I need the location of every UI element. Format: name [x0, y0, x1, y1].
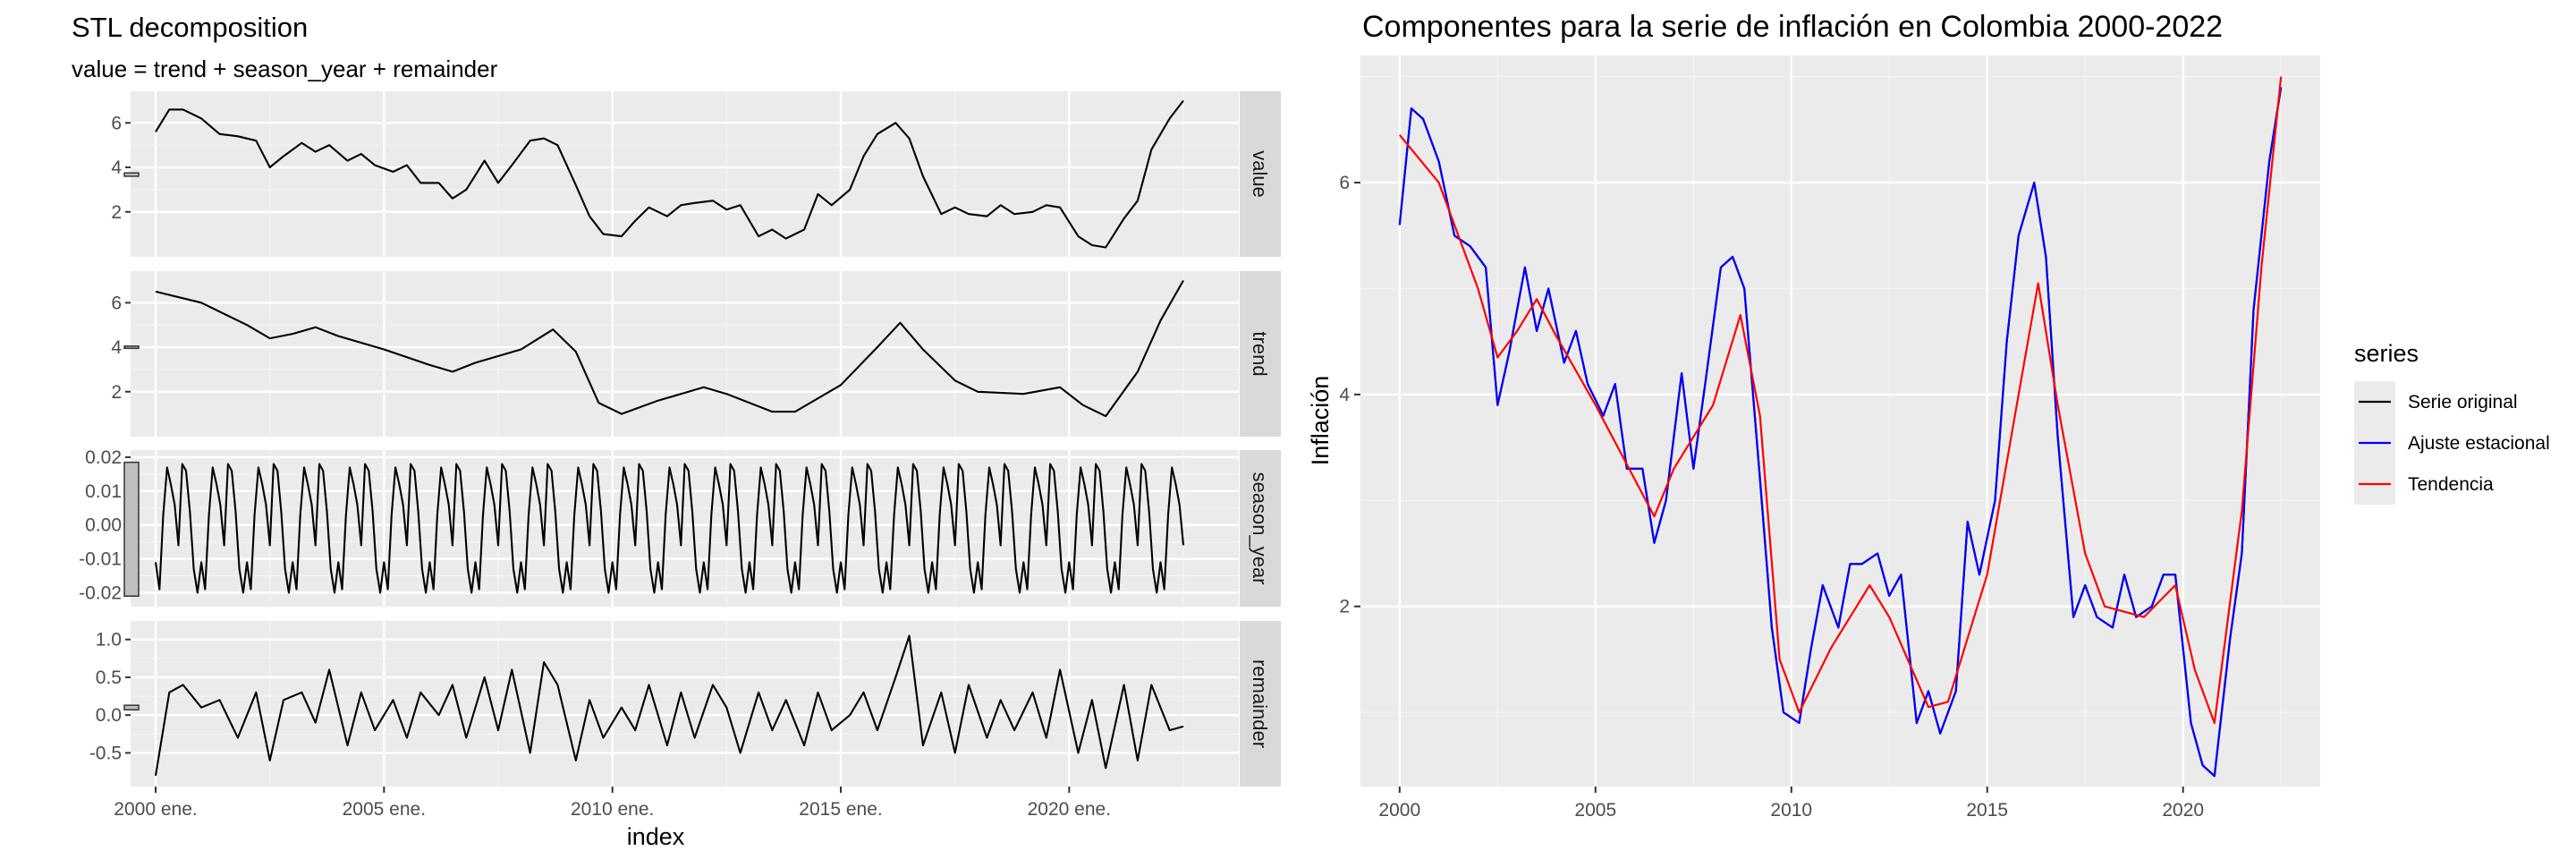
components-y-axis-title: Inflación	[1307, 376, 1334, 466]
stl-x-axis: 2000 ene. 2005 ene. 2010 ene. 2015 ene. 2020…	[114, 787, 1111, 820]
stl-title: STL decomposition	[72, 12, 308, 43]
legend-label: Serie original	[2408, 392, 2518, 412]
x-tick-label: 2005	[1574, 800, 1616, 821]
y-tick-label: 4	[1339, 385, 1350, 405]
stl-subtitle: value = trend + season_year + remainder	[72, 55, 498, 82]
facet-strip-label: season_year	[1249, 472, 1271, 585]
y-tick-label: 4	[111, 157, 122, 178]
x-tick-label: 2010	[1770, 800, 1812, 821]
components-grid	[1360, 55, 2320, 787]
facet-strip-label: trend	[1249, 331, 1271, 376]
series-line-tendencia	[1398, 76, 2283, 725]
panel-bg	[131, 91, 1239, 257]
x-tick-label: 2010 ene.	[571, 799, 654, 820]
components-title: Componentes para la serie de inflación e…	[1362, 10, 2223, 44]
stl-panel-remainder: -0.5 0.0 0.5 1.0 remainder	[89, 621, 1281, 787]
facet-strip	[1240, 621, 1281, 787]
y-tick-label: -0.5	[89, 743, 122, 763]
x-tick-label: 2015	[1966, 800, 2008, 821]
x-tick-label: 2000	[1378, 800, 1420, 821]
y-tick-label: 2	[111, 382, 122, 403]
y-tick-label: 6	[111, 293, 122, 313]
x-tick-label: 2000 ene.	[114, 799, 197, 820]
range-bar	[123, 704, 140, 711]
legend-label: Tendencia	[2408, 474, 2494, 495]
components-panel-bg	[1360, 55, 2320, 787]
x-tick-label: 2015 ene.	[799, 799, 882, 820]
range-bar	[123, 172, 140, 177]
stl-panel-value: 2 4 6 value	[111, 91, 1281, 257]
stl-panels: 2 4 6 value 2 4 6 trend -0.02 -0.01 0.00 0.01 0.02 se…	[79, 91, 1281, 787]
range-bar	[123, 345, 140, 350]
series-line-season_year	[154, 463, 1185, 594]
series-line-ajuste-estacional	[1398, 87, 2283, 778]
y-tick-label: -0.02	[79, 583, 122, 603]
series-line-value	[155, 99, 1184, 249]
y-tick-label: 6	[1339, 173, 1350, 193]
components-lines	[1398, 76, 2283, 778]
facet-strip	[1240, 271, 1281, 437]
y-tick-label: 0.5	[96, 668, 122, 688]
legend-title: series	[2354, 340, 2419, 367]
y-tick-label: 0.02	[85, 447, 122, 468]
y-tick-label: 0.01	[85, 481, 122, 502]
components-legend: series Serie original Ajuste estacional Te…	[2354, 340, 2550, 505]
components-figure: Componentes para la serie de inflación e…	[1307, 10, 2550, 821]
stl-x-axis-title: index	[627, 823, 685, 850]
x-tick-label: 2020	[2162, 800, 2204, 821]
y-tick-label: -0.01	[79, 549, 122, 570]
series-line-trend	[155, 279, 1184, 418]
y-tick-label: 2	[111, 202, 122, 223]
series-line-remainder	[154, 634, 1184, 776]
y-tick-label: 4	[111, 337, 122, 358]
legend-label: Ajuste estacional	[2408, 433, 2550, 454]
y-tick-label: 0.0	[96, 705, 122, 726]
stl-figure: STL decomposition value = trend + season…	[72, 12, 1281, 850]
stl-panel-season_year: -0.02 -0.01 0.00 0.01 0.02 season_year	[79, 447, 1281, 607]
stl-panel-trend: 2 4 6 trend	[111, 271, 1281, 437]
y-tick-label: 6	[111, 113, 122, 133]
x-tick-label: 2005 ene.	[343, 799, 426, 820]
components-axes: 2000 2005 2010 2015 2020 2 4 6	[1339, 173, 2204, 821]
facet-strip-label: remainder	[1249, 659, 1271, 748]
x-tick-label: 2020 ene.	[1028, 799, 1111, 820]
y-tick-label: 1.0	[96, 630, 122, 651]
facet-strip	[1240, 450, 1281, 607]
range-bar	[123, 461, 140, 597]
y-tick-label: 2	[1339, 597, 1350, 617]
facet-strip	[1240, 91, 1281, 257]
panel-bg	[131, 271, 1239, 437]
y-tick-label: 0.00	[85, 515, 122, 536]
facet-strip-label: value	[1249, 150, 1271, 198]
